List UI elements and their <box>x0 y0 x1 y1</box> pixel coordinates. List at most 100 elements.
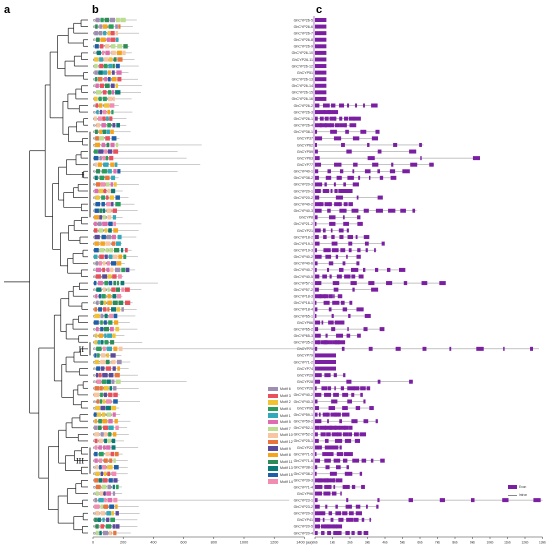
motif-legend-label: Motif 15 <box>280 473 293 478</box>
motif-legend-label: Motif 2 <box>280 400 291 405</box>
exon <box>335 524 343 529</box>
protein-axis-label: 1200 <box>270 541 278 545</box>
motif-box <box>95 195 100 200</box>
gene-label-c: GhCYP26-1 <box>294 117 313 121</box>
gene-label-c: GhCYP37 <box>297 137 313 141</box>
gene-axis-label: 4kb <box>382 541 387 545</box>
motif-box <box>96 326 99 332</box>
motif-box <box>94 70 98 75</box>
motif-legend-label: Motif 12 <box>280 440 293 445</box>
motif-box <box>111 70 115 75</box>
motif-swatch <box>268 466 278 471</box>
exon <box>326 412 330 417</box>
exon <box>353 162 358 167</box>
motif-box <box>95 465 99 470</box>
motif-box <box>99 83 104 88</box>
exon <box>360 392 363 397</box>
exon <box>315 64 327 69</box>
motif-box <box>97 412 102 417</box>
motif-box <box>95 484 101 490</box>
motif-box <box>120 17 126 23</box>
motif-legend-label: Motif 7 <box>280 426 291 431</box>
exon <box>352 169 355 174</box>
exon <box>323 248 331 253</box>
exon <box>339 531 342 535</box>
exon <box>370 458 374 463</box>
exon <box>321 531 325 535</box>
motif-box <box>111 201 114 207</box>
exon <box>315 221 317 226</box>
exon <box>335 254 339 259</box>
gene-axis-label: 2kb <box>347 541 352 545</box>
motif-box <box>97 162 102 167</box>
exon <box>331 241 338 246</box>
gene-label-c: GhCYP41 <box>297 518 313 522</box>
exon <box>339 445 342 450</box>
exon <box>322 412 328 417</box>
motif-box <box>99 24 103 29</box>
exon <box>339 103 345 108</box>
exon <box>377 149 382 154</box>
exon <box>361 517 365 522</box>
exon <box>376 504 379 509</box>
motif-box <box>104 432 108 437</box>
motif-box <box>96 109 99 115</box>
exon <box>329 221 336 226</box>
motif-box <box>107 484 111 490</box>
exon <box>329 452 334 457</box>
motif-box <box>108 96 113 102</box>
exon <box>315 116 318 121</box>
exon <box>330 517 334 522</box>
exon <box>343 221 349 226</box>
motif-box <box>93 412 97 417</box>
motif-box <box>113 458 116 463</box>
motif-box <box>110 83 115 88</box>
exon <box>352 182 359 187</box>
gene-axis-label: 5kb <box>400 541 405 545</box>
motif-box <box>111 405 117 411</box>
exon <box>371 103 378 108</box>
motif-box <box>103 307 107 312</box>
motif-legend-item: Motif 4 <box>268 406 312 413</box>
exon <box>333 373 337 378</box>
gene-label-c: GhCYP18-1 <box>294 301 313 305</box>
gene-label-c: GhCYP23-1 <box>294 498 313 502</box>
exon <box>391 162 394 167</box>
motif-legend-item: Motif 7 <box>268 426 312 433</box>
exon <box>386 281 393 286</box>
exon <box>315 511 323 516</box>
motif-box <box>94 451 98 457</box>
exon <box>329 478 336 483</box>
motif-box <box>94 359 99 365</box>
motif-box <box>111 241 116 246</box>
motif-legend-item: Motif 10 <box>268 432 312 439</box>
motif-box <box>112 208 117 213</box>
motif-box <box>94 353 97 358</box>
gene-label-c: GhCYP26-16 <box>292 97 313 101</box>
exon <box>326 340 330 345</box>
gene-axis-label: 7kb <box>435 541 440 545</box>
motif-box <box>95 491 99 496</box>
motif-box <box>109 326 114 332</box>
exon <box>315 31 327 36</box>
exon <box>351 274 356 279</box>
exon <box>315 208 322 213</box>
exon <box>339 419 342 424</box>
motif-box <box>112 294 117 299</box>
motif-box <box>94 241 99 246</box>
exon <box>476 346 484 351</box>
exon <box>343 182 346 187</box>
motif-box <box>116 359 122 365</box>
exon <box>329 274 332 279</box>
exon <box>365 248 368 253</box>
exon <box>333 458 341 463</box>
motif-box <box>102 465 107 470</box>
gene-label-c: GhCYP26-9 <box>294 45 313 49</box>
exon <box>340 491 342 496</box>
motif-legend-item: Motif 12 <box>268 439 312 446</box>
exon <box>350 281 357 286</box>
gene-axis-label: 1kb <box>330 541 335 545</box>
gene-label-c: GhCYP59-1 <box>294 413 313 417</box>
exon <box>352 136 360 141</box>
motif-box <box>114 267 121 273</box>
